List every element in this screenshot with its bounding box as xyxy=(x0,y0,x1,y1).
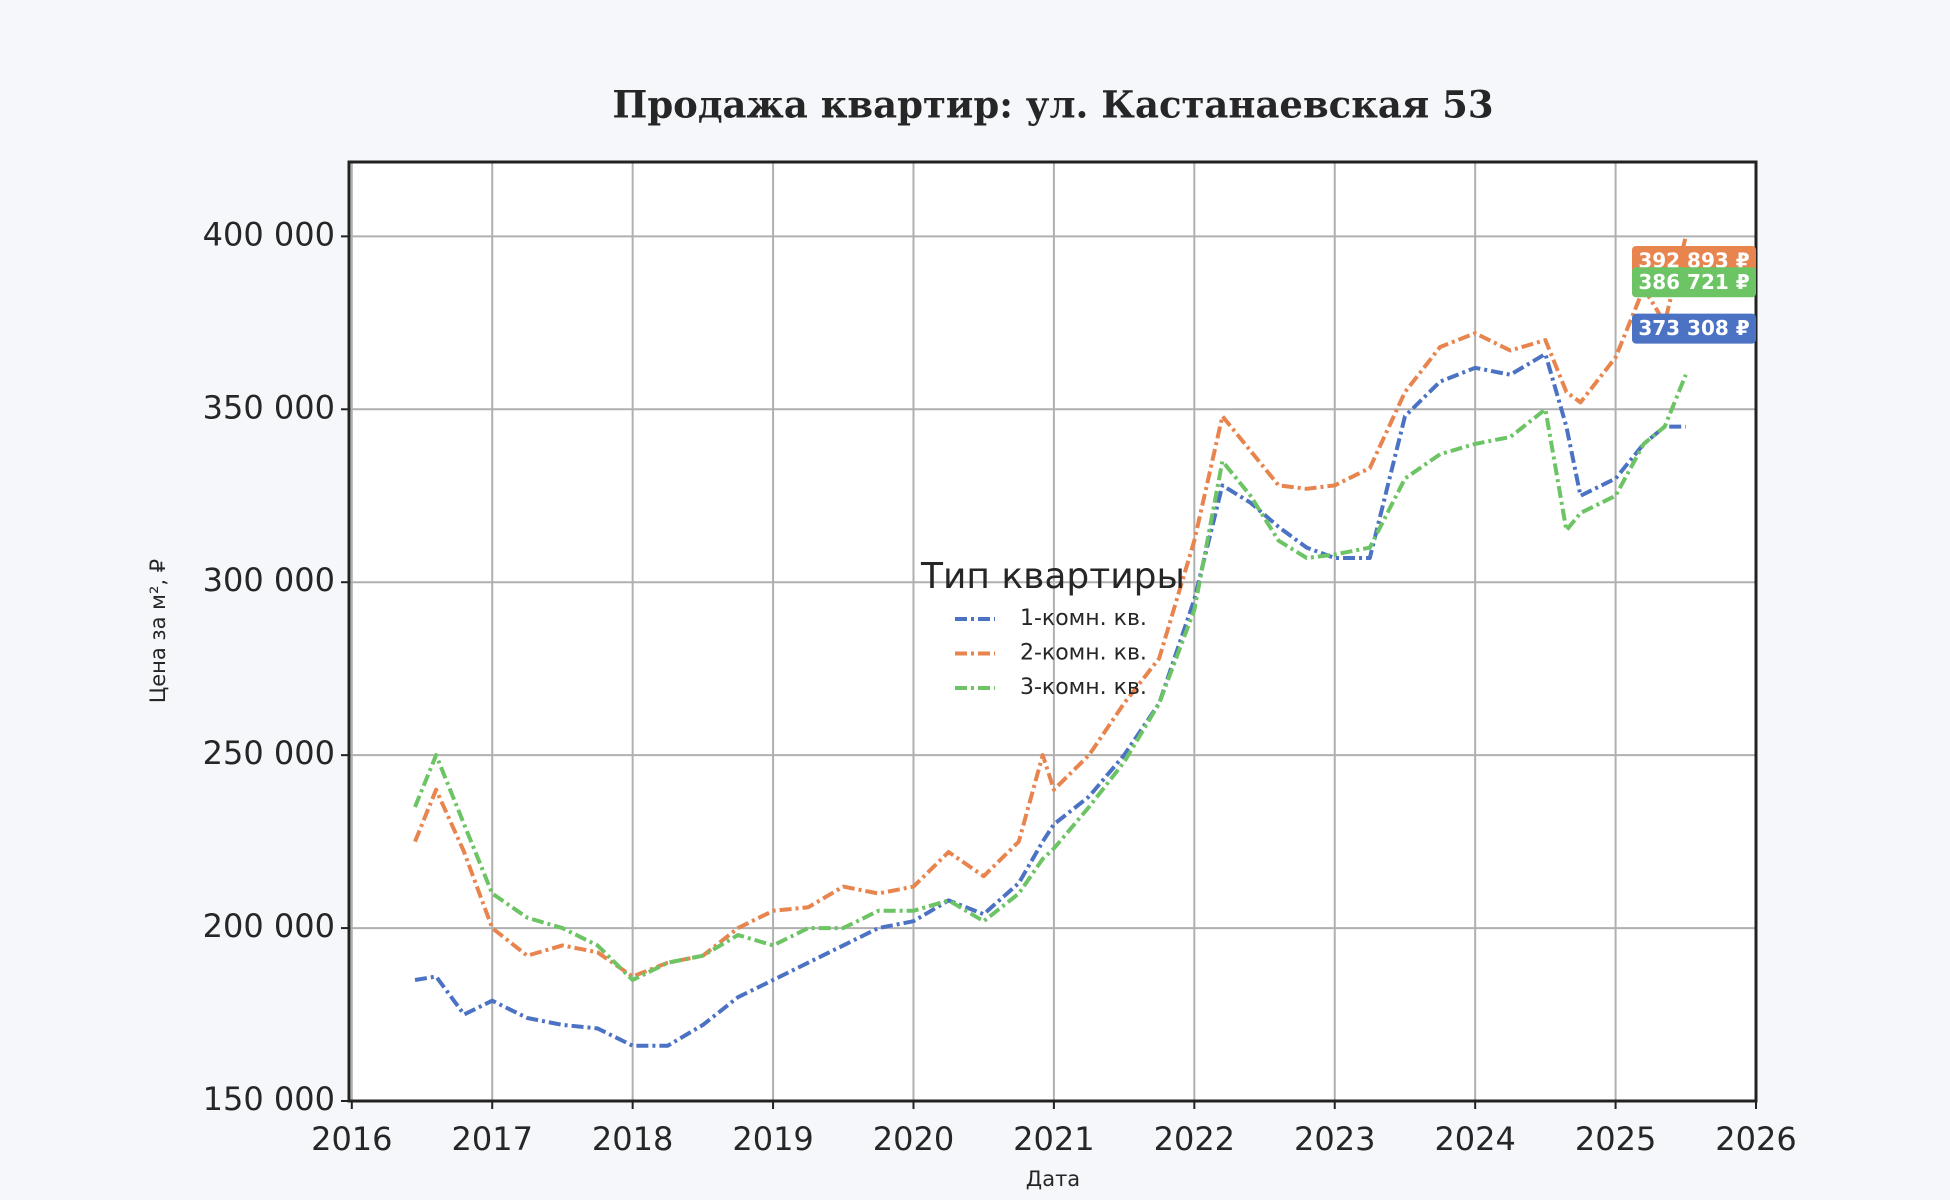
y-tick-label: 350 000 xyxy=(203,388,335,426)
x-tick-label: 2022 xyxy=(1154,1120,1235,1158)
series-line xyxy=(413,235,1688,979)
series-line xyxy=(413,373,1688,982)
x-tick-label: 2019 xyxy=(732,1120,813,1158)
x-tick-label: 2024 xyxy=(1434,1120,1515,1158)
x-axis-label: Дата xyxy=(1026,1167,1080,1191)
series-line xyxy=(414,352,1686,1048)
y-tick-label: 150 000 xyxy=(203,1080,335,1118)
y-tick-label: 400 000 xyxy=(203,215,335,253)
legend-label: 2-комн. кв. xyxy=(1020,641,1147,666)
x-tick-label: 2020 xyxy=(873,1120,954,1158)
x-tick-label: 2026 xyxy=(1715,1120,1796,1158)
legend-label: 1-комн. кв. xyxy=(1020,606,1147,631)
end-label: 386 721 ₽ xyxy=(1638,270,1749,294)
end-label: 373 308 ₽ xyxy=(1638,316,1749,340)
chart-title: Продажа квартир: ул. Кастанаевская 53 xyxy=(612,83,1493,127)
x-tick-label: 2023 xyxy=(1294,1120,1375,1158)
y-tick-label: 300 000 xyxy=(203,561,335,599)
legend: 1-комн. кв. 2-комн. кв. 3-комн. кв. xyxy=(955,606,1147,700)
y-axis-label: Цена за м², ₽ xyxy=(146,559,170,703)
plot-area xyxy=(349,162,1756,1101)
y-tick-label: 200 000 xyxy=(203,907,335,945)
end-label-box xyxy=(1632,267,1756,298)
end-labels: 373 308 ₽392 893 ₽386 721 ₽ xyxy=(1632,245,1756,344)
legend-label: 3-комн. кв. xyxy=(1020,675,1147,700)
legend-title: Тип квартиры xyxy=(920,556,1185,597)
x-tick-label: 2016 xyxy=(311,1120,392,1158)
x-tick-label: 2025 xyxy=(1575,1120,1656,1158)
x-tick-label: 2018 xyxy=(592,1120,673,1158)
end-label-box xyxy=(1632,313,1756,344)
lines xyxy=(413,235,1688,1048)
axes-frame xyxy=(347,160,1758,1103)
x-tick-label: 2017 xyxy=(452,1120,533,1158)
y-tick-label: 250 000 xyxy=(203,734,335,772)
x-tick-label: 2021 xyxy=(1013,1120,1094,1158)
